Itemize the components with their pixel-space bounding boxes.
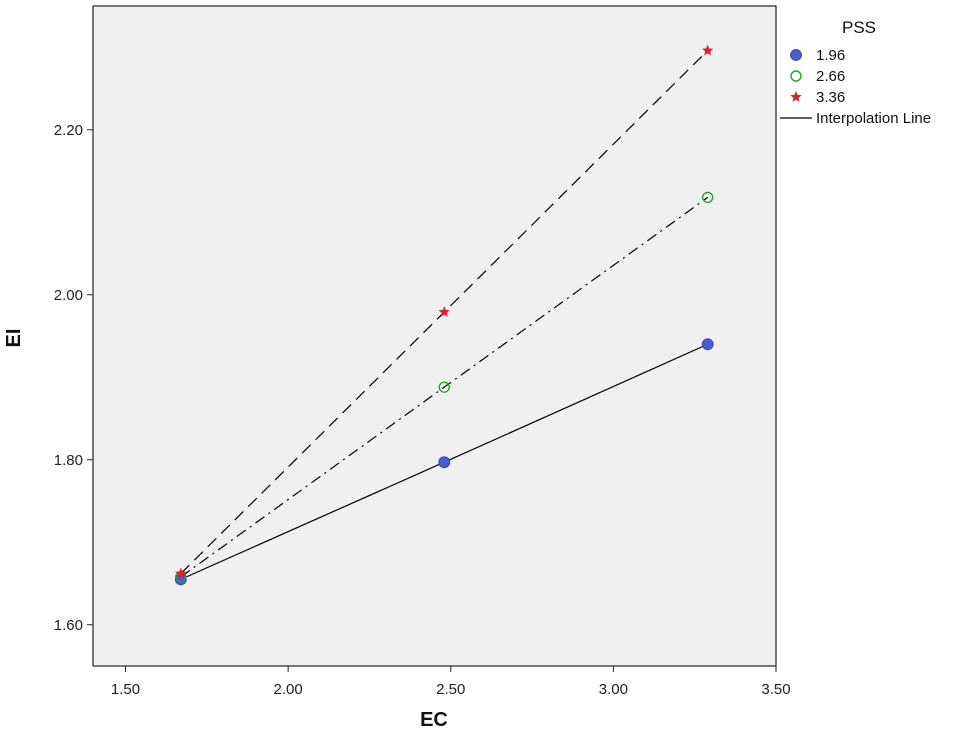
x-tick-label: 3.00 xyxy=(599,681,628,698)
y-tick-label: 2.00 xyxy=(54,287,83,304)
legend-marker-2.66 xyxy=(790,70,802,82)
x-axis-title: EC xyxy=(420,709,448,731)
legend-label: 2.66 xyxy=(816,68,845,85)
legend: PSS 1.96 2.66 3.36 Interpolation Line xyxy=(780,18,931,127)
data-point-1.96 xyxy=(438,456,451,469)
legend-title: PSS xyxy=(842,18,876,37)
y-axis-title: EI xyxy=(3,329,25,348)
data-point-3.36 xyxy=(701,44,714,56)
y-tick-label: 1.80 xyxy=(54,452,83,469)
y-tick-label: 1.60 xyxy=(54,617,83,634)
data-point-2.66 xyxy=(702,191,714,204)
data-point-1.96 xyxy=(701,338,714,351)
data-point-3.36 xyxy=(438,306,450,317)
legend-marker-3.36 xyxy=(790,90,802,102)
x-tick-label: 2.00 xyxy=(274,681,303,698)
x-tick-label: 1.50 xyxy=(111,681,140,698)
legend-interpolation-label: Interpolation Line xyxy=(816,110,931,127)
legend-marker-1.96 xyxy=(790,49,802,61)
legend-label: 1.96 xyxy=(816,47,845,64)
series-line-2.66 xyxy=(180,196,709,578)
data-point-3.36 xyxy=(175,567,187,579)
legend-label: 3.36 xyxy=(816,89,845,106)
plot-area xyxy=(92,5,777,667)
data-point-2.66 xyxy=(438,381,450,393)
x-tick-label: 2.50 xyxy=(436,681,465,698)
y-tick-label: 2.20 xyxy=(54,122,83,139)
x-tick-label: 3.50 xyxy=(761,681,790,698)
